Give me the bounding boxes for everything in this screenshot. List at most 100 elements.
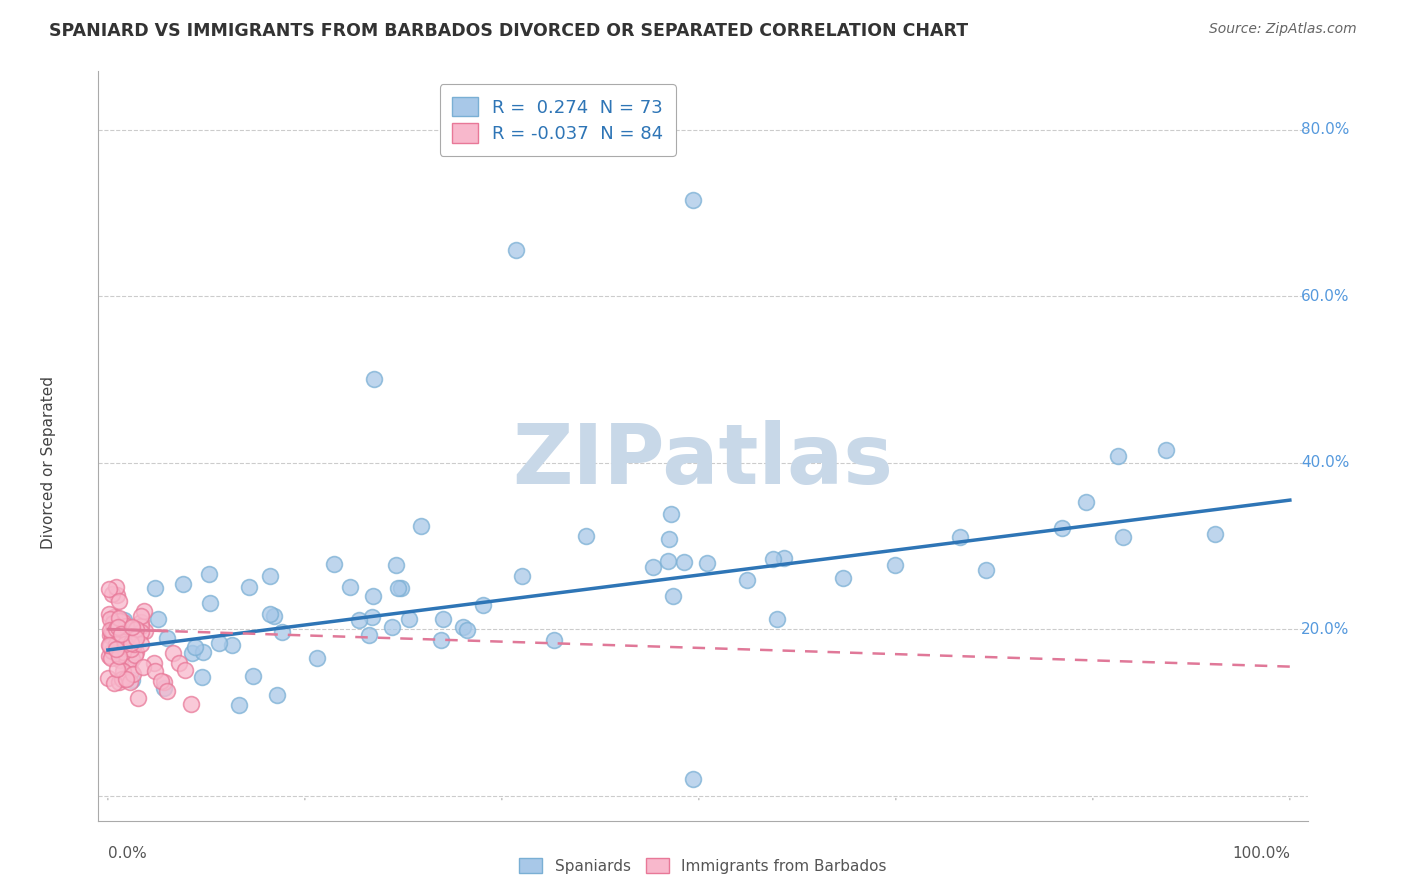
Point bbox=[98, 611, 121, 625]
Point bbox=[107, 643, 129, 657]
Point bbox=[150, 674, 173, 689]
Point bbox=[762, 551, 785, 566]
Point bbox=[98, 607, 121, 621]
Point bbox=[112, 665, 135, 679]
Point bbox=[110, 624, 132, 638]
Point bbox=[108, 610, 131, 624]
Point bbox=[120, 636, 142, 650]
Point bbox=[105, 622, 128, 636]
Point bbox=[153, 674, 176, 689]
Point bbox=[110, 627, 132, 641]
Point bbox=[100, 651, 122, 665]
Point bbox=[98, 582, 121, 596]
Point bbox=[107, 620, 129, 634]
Text: 100.0%: 100.0% bbox=[1232, 846, 1289, 861]
Point bbox=[129, 637, 152, 651]
Point bbox=[409, 518, 432, 533]
Text: ZIPatlas: ZIPatlas bbox=[513, 420, 893, 501]
Text: 20.0%: 20.0% bbox=[1301, 622, 1350, 637]
Point bbox=[153, 681, 176, 695]
Point bbox=[172, 577, 194, 591]
Point bbox=[510, 569, 533, 583]
Point bbox=[228, 698, 250, 712]
Point bbox=[765, 612, 787, 626]
Text: Divorced or Separated: Divorced or Separated bbox=[41, 376, 56, 549]
Point bbox=[121, 620, 143, 634]
Point bbox=[181, 646, 204, 660]
Point bbox=[238, 581, 260, 595]
Point bbox=[129, 619, 152, 633]
Point bbox=[673, 555, 696, 569]
Point bbox=[107, 633, 129, 648]
Point bbox=[1112, 530, 1135, 544]
Point bbox=[162, 646, 184, 660]
Point bbox=[101, 615, 124, 630]
Point bbox=[974, 563, 997, 577]
Point bbox=[111, 632, 134, 647]
Point bbox=[110, 633, 132, 648]
Point bbox=[143, 664, 166, 678]
Point bbox=[432, 612, 454, 626]
Point bbox=[101, 587, 124, 601]
Point bbox=[120, 674, 142, 689]
Point bbox=[143, 581, 166, 595]
Point bbox=[259, 607, 281, 621]
Point bbox=[134, 624, 156, 638]
Point bbox=[107, 648, 129, 662]
Point bbox=[773, 551, 796, 566]
Point bbox=[100, 643, 122, 657]
Point bbox=[97, 671, 120, 685]
Point bbox=[110, 672, 132, 686]
Point bbox=[115, 653, 138, 667]
Point bbox=[682, 772, 704, 786]
Point bbox=[682, 194, 704, 208]
Point bbox=[105, 588, 128, 602]
Point bbox=[696, 556, 718, 570]
Point bbox=[357, 627, 380, 641]
Point bbox=[472, 598, 495, 612]
Point bbox=[122, 666, 145, 681]
Point bbox=[198, 566, 221, 581]
Point bbox=[363, 372, 385, 386]
Point bbox=[101, 624, 124, 638]
Point bbox=[112, 640, 135, 655]
Point bbox=[104, 642, 127, 657]
Point bbox=[100, 639, 122, 653]
Point bbox=[662, 589, 685, 603]
Point bbox=[132, 660, 155, 674]
Point bbox=[263, 609, 285, 624]
Point bbox=[1204, 527, 1226, 541]
Point bbox=[108, 614, 131, 628]
Point bbox=[884, 558, 907, 572]
Point bbox=[100, 624, 122, 638]
Point bbox=[1076, 495, 1098, 509]
Legend: Spaniards, Immigrants from Barbados: Spaniards, Immigrants from Barbados bbox=[513, 852, 893, 880]
Point bbox=[266, 688, 288, 702]
Point bbox=[322, 557, 344, 571]
Point bbox=[389, 581, 412, 595]
Point bbox=[361, 589, 384, 603]
Point bbox=[112, 633, 135, 648]
Point bbox=[270, 624, 292, 639]
Point bbox=[451, 620, 474, 634]
Point bbox=[360, 610, 382, 624]
Point bbox=[456, 623, 478, 637]
Point bbox=[105, 662, 128, 676]
Point bbox=[120, 633, 142, 648]
Point bbox=[208, 636, 231, 650]
Point bbox=[103, 610, 125, 624]
Text: 40.0%: 40.0% bbox=[1301, 455, 1350, 470]
Point bbox=[125, 622, 148, 636]
Text: Source: ZipAtlas.com: Source: ZipAtlas.com bbox=[1209, 22, 1357, 37]
Point bbox=[132, 604, 155, 618]
Point bbox=[191, 645, 214, 659]
Point bbox=[120, 635, 142, 649]
Point bbox=[120, 664, 142, 678]
Point bbox=[398, 612, 420, 626]
Point bbox=[505, 244, 527, 258]
Point bbox=[948, 530, 970, 544]
Point bbox=[574, 529, 596, 543]
Point bbox=[125, 631, 148, 645]
Point bbox=[1107, 450, 1129, 464]
Point bbox=[146, 612, 169, 626]
